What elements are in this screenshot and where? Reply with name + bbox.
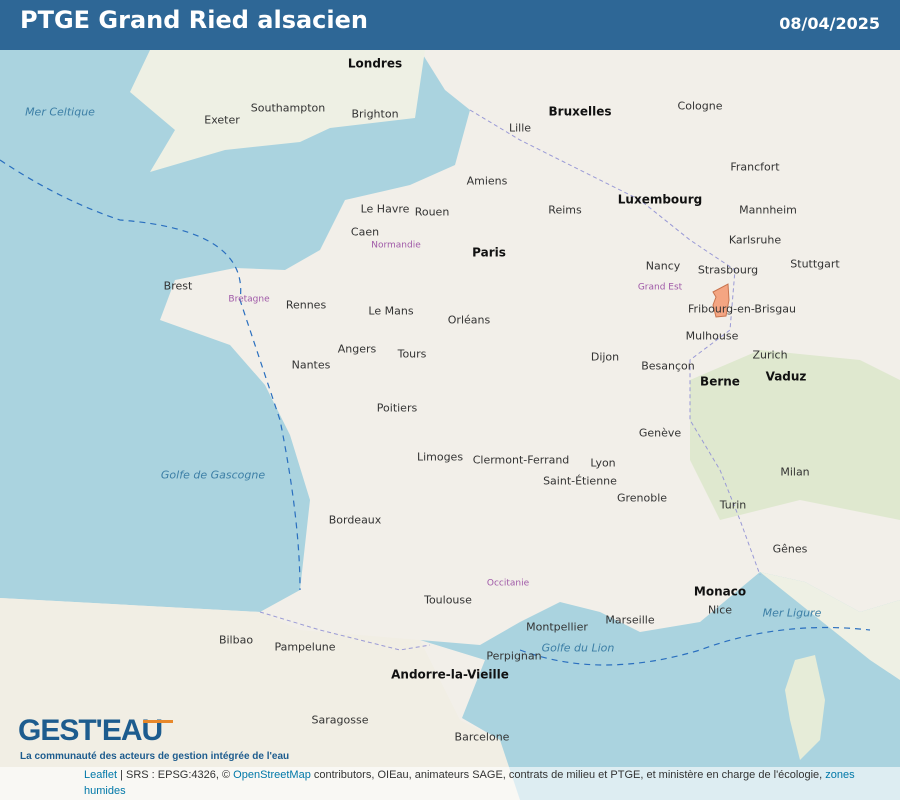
map-label: Bordeaux — [328, 513, 382, 527]
alps-shade — [690, 350, 900, 520]
map-label: Dijon — [590, 350, 620, 364]
map-label: Grenoble — [616, 491, 668, 505]
page-title: PTGE Grand Ried alsacien — [20, 6, 368, 34]
map-label: Karlsruhe — [728, 233, 782, 247]
map-label: Nancy — [645, 259, 681, 273]
map-label: Normandie — [371, 240, 421, 251]
map-label: Fribourg-en-Brisgau — [688, 302, 796, 316]
map-label: Pampelune — [274, 640, 336, 654]
map-label: Besançon — [641, 359, 695, 373]
map-label: Orléans — [447, 313, 491, 327]
map-label: Barcelone — [454, 730, 510, 744]
maritime-limits — [0, 159, 871, 666]
map-label: Cologne — [677, 99, 723, 113]
map-label: Strasbourg — [697, 263, 759, 277]
map-label: Exeter — [204, 113, 240, 127]
map-label: Montpellier — [526, 620, 588, 634]
map-label: Luxembourg — [617, 192, 703, 207]
map-label: Grand Est — [637, 282, 683, 293]
corsica-land — [785, 655, 825, 760]
map-label: Lyon — [590, 456, 616, 470]
map-label: Amiens — [466, 174, 508, 188]
map-label: Turin — [719, 498, 747, 512]
map-label: Gênes — [772, 542, 808, 556]
italy-land — [760, 572, 900, 680]
map-label: Brest — [163, 279, 193, 293]
map-label: Le Mans — [368, 304, 414, 318]
map-label: Mer Ligure — [762, 606, 822, 620]
map-label: Zurich — [752, 348, 788, 362]
map-label: Limoges — [416, 450, 464, 464]
iberia-land — [0, 598, 520, 800]
map-label: Londres — [347, 56, 403, 71]
map-label: Nice — [707, 603, 733, 617]
highlight-area — [712, 283, 730, 318]
map-label: Andorre-la-Vieille — [391, 667, 509, 682]
srs-text: | SRS : EPSG:4326, © — [117, 769, 234, 781]
map-label: Golfe du Lion — [541, 641, 615, 655]
map-label: Poitiers — [376, 401, 418, 415]
map-label: Francfort — [730, 160, 780, 174]
gesteau-logo: GEST'EAU — [18, 714, 163, 747]
header: PTGE Grand Ried alsacien 08/04/2025 — [0, 0, 900, 50]
map-label: Saragosse — [311, 713, 369, 727]
map-label: Golfe de Gascogne — [160, 468, 266, 482]
date-label: 08/04/2025 — [779, 14, 880, 33]
map-label: Mer Celtique — [25, 105, 95, 119]
map-label: Berne — [700, 374, 740, 389]
map-label: Mannheim — [739, 203, 797, 217]
map-label: Marseille — [605, 613, 655, 627]
osm-link[interactable]: OpenStreetMap — [233, 769, 311, 781]
map-label: Saint-Étienne — [543, 474, 617, 488]
map-label: Milan — [780, 465, 810, 479]
map-label: Vaduz — [765, 369, 807, 384]
zones-link[interactable]: zones — [825, 769, 855, 781]
attribution-bar: Leaflet | SRS : EPSG:4326, © OpenStreetM… — [0, 767, 900, 800]
map-label: Reims — [548, 203, 582, 217]
map-label: Tours — [397, 347, 427, 361]
map-label: Toulouse — [424, 593, 472, 607]
map-label: Nantes — [291, 358, 331, 372]
atlantic-sea — [0, 50, 470, 612]
map-label: Genève — [638, 426, 682, 440]
uk-land — [130, 50, 425, 172]
map-label: Rennes — [285, 298, 327, 312]
map-label: Mulhouse — [685, 329, 739, 343]
map[interactable]: Londres Bruxelles Luxembourg Paris Berne Vadu… — [0, 50, 900, 800]
map-label: Le Havre — [360, 202, 410, 216]
map-label: Southampton — [250, 101, 326, 115]
borders — [259, 109, 761, 651]
humides-link[interactable]: humides — [84, 785, 126, 797]
logo-accent — [143, 720, 173, 723]
logo-tagline: La communauté des acteurs de gestion int… — [20, 751, 290, 762]
map-label: Paris — [472, 245, 506, 260]
map-label: Bruxelles — [548, 104, 612, 119]
map-label: Bretagne — [228, 294, 270, 305]
map-label: Lille — [508, 121, 532, 135]
leaflet-link[interactable]: Leaflet — [84, 769, 118, 781]
map-tiles — [0, 50, 900, 800]
map-label: Bilbao — [218, 633, 254, 647]
map-label: Stuttgart — [790, 257, 840, 271]
map-label: Angers — [337, 342, 377, 356]
map-label: Caen — [350, 225, 380, 239]
map-label: Occitanie — [486, 578, 530, 589]
map-label: Clermont-Ferrand — [472, 453, 570, 467]
mediterranean-sea — [420, 572, 900, 800]
attribution-text: contributors, OIEau, animateurs SAGE, co… — [310, 769, 826, 781]
map-label: Perpignan — [486, 649, 542, 663]
map-label: Rouen — [414, 205, 450, 219]
map-label: Brighton — [351, 107, 399, 121]
map-label: Monaco — [693, 584, 747, 599]
